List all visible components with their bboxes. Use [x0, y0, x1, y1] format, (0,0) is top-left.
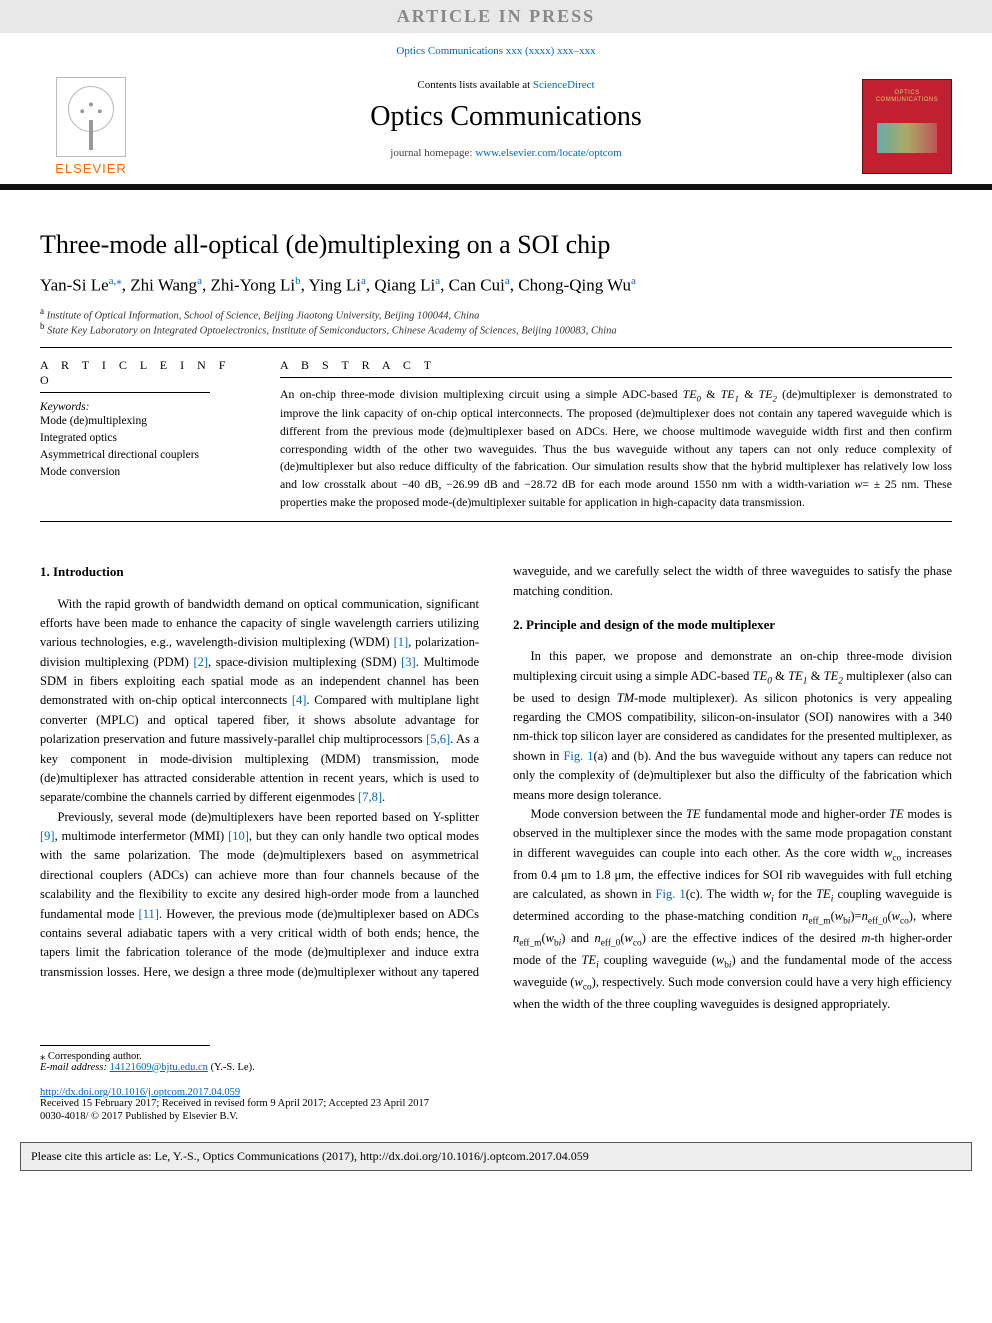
elsevier-tree-icon	[56, 77, 126, 157]
divider	[280, 377, 952, 378]
homepage-link[interactable]: www.elsevier.com/locate/optcom	[475, 147, 622, 159]
copyright-line: 0030-4018/ © 2017 Published by Elsevier …	[40, 1111, 952, 1122]
divider	[40, 392, 210, 393]
journal-thumb-art	[877, 123, 937, 153]
affiliations: a Institute of Optical Information, Scho…	[40, 306, 952, 337]
info-abstract-row: A R T I C L E I N F O Keywords: Mode (de…	[40, 358, 952, 512]
keywords-label: Keywords:	[40, 401, 240, 413]
email-label: E-mail address:	[40, 1062, 110, 1073]
article-info-heading: A R T I C L E I N F O	[40, 358, 240, 388]
history-line: Received 15 February 2017; Received in r…	[40, 1098, 952, 1109]
journal-title: Optics Communications	[160, 101, 852, 133]
email-suffix: (Y.-S. Le).	[208, 1062, 255, 1073]
email-line: E-mail address: 14121609@bjtu.edu.cn (Y.…	[40, 1062, 952, 1073]
affiliation-line: a Institute of Optical Information, Scho…	[40, 306, 952, 322]
corresponding-author-note: ⁎ Corresponding author.	[40, 1050, 952, 1062]
journal-thumb-title: OPTICS COMMUNICATIONS	[863, 90, 951, 103]
sciencedirect-link[interactable]: ScienceDirect	[533, 79, 595, 91]
masthead-center: Contents lists available at ScienceDirec…	[160, 69, 852, 184]
article-title: Three-mode all-optical (de)multiplexing …	[40, 230, 952, 260]
publisher-name: ELSEVIER	[55, 161, 127, 176]
keyword: Mode conversion	[40, 464, 240, 481]
body-text: 1. Introduction With the rapid growth of …	[40, 562, 952, 1014]
section-heading: 2. Principle and design of the mode mult…	[513, 615, 952, 635]
body-paragraph: Mode conversion between the TE fundament…	[513, 805, 952, 1015]
journal-cover-thumbnail: OPTICS COMMUNICATIONS	[862, 79, 952, 174]
article-in-press-banner: ARTICLE IN PRESS	[0, 0, 992, 33]
cite-this-article-box: Please cite this article as: Le, Y.-S., …	[20, 1142, 972, 1171]
divider	[40, 521, 952, 522]
keyword: Integrated optics	[40, 430, 240, 447]
affiliation-line: b State Key Laboratory on Integrated Opt…	[40, 321, 952, 337]
article-footer: ⁎ Corresponding author. E-mail address: …	[40, 1045, 952, 1122]
abstract-heading: A B S T R A C T	[280, 358, 952, 373]
doi-line: http://dx.doi.org/10.1016/j.optcom.2017.…	[40, 1087, 952, 1098]
doi-link[interactable]: http://dx.doi.org/10.1016/j.optcom.2017.…	[40, 1087, 240, 1098]
abstract-column: A B S T R A C T An on-chip three-mode di…	[280, 358, 952, 512]
keyword: Asymmetrical directional couplers	[40, 447, 240, 464]
homepage-line: journal homepage: www.elsevier.com/locat…	[160, 147, 852, 159]
running-head: Optics Communications xxx (xxxx) xxx–xxx	[40, 45, 952, 57]
keyword: Mode (de)multiplexing	[40, 413, 240, 430]
keywords-list: Mode (de)multiplexingIntegrated opticsAs…	[40, 413, 240, 482]
body-paragraph: With the rapid growth of bandwidth deman…	[40, 595, 479, 808]
email-link[interactable]: 14121609@bjtu.edu.cn	[110, 1062, 208, 1073]
publisher-logo: ELSEVIER	[40, 69, 160, 184]
homepage-prefix: journal homepage:	[390, 147, 475, 159]
contents-line: Contents lists available at ScienceDirec…	[160, 79, 852, 91]
divider	[40, 347, 952, 348]
masthead: ELSEVIER Contents lists available at Sci…	[0, 69, 992, 190]
body-paragraph: In this paper, we propose and demonstrat…	[513, 647, 952, 805]
contents-prefix: Contents lists available at	[417, 79, 532, 91]
article-info-column: A R T I C L E I N F O Keywords: Mode (de…	[40, 358, 240, 512]
author-list: Yan-Si Lea,⁎, Zhi Wanga, Zhi-Yong Lib, Y…	[40, 274, 952, 296]
abstract-text: An on-chip three-mode division multiplex…	[280, 386, 952, 512]
divider	[40, 1045, 210, 1046]
section-heading: 1. Introduction	[40, 562, 479, 582]
